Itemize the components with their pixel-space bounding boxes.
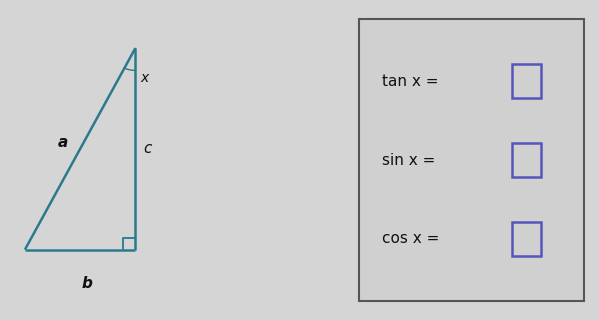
Text: tan x =: tan x = (382, 74, 438, 89)
Text: x: x (140, 71, 149, 85)
Bar (512, 222, 541, 256)
Text: cos x =: cos x = (382, 231, 439, 246)
Bar (512, 143, 541, 177)
Text: a: a (58, 135, 68, 150)
Text: sin x =: sin x = (382, 153, 435, 167)
Text: b: b (82, 276, 93, 291)
Bar (512, 64, 541, 98)
Text: c: c (144, 141, 152, 156)
